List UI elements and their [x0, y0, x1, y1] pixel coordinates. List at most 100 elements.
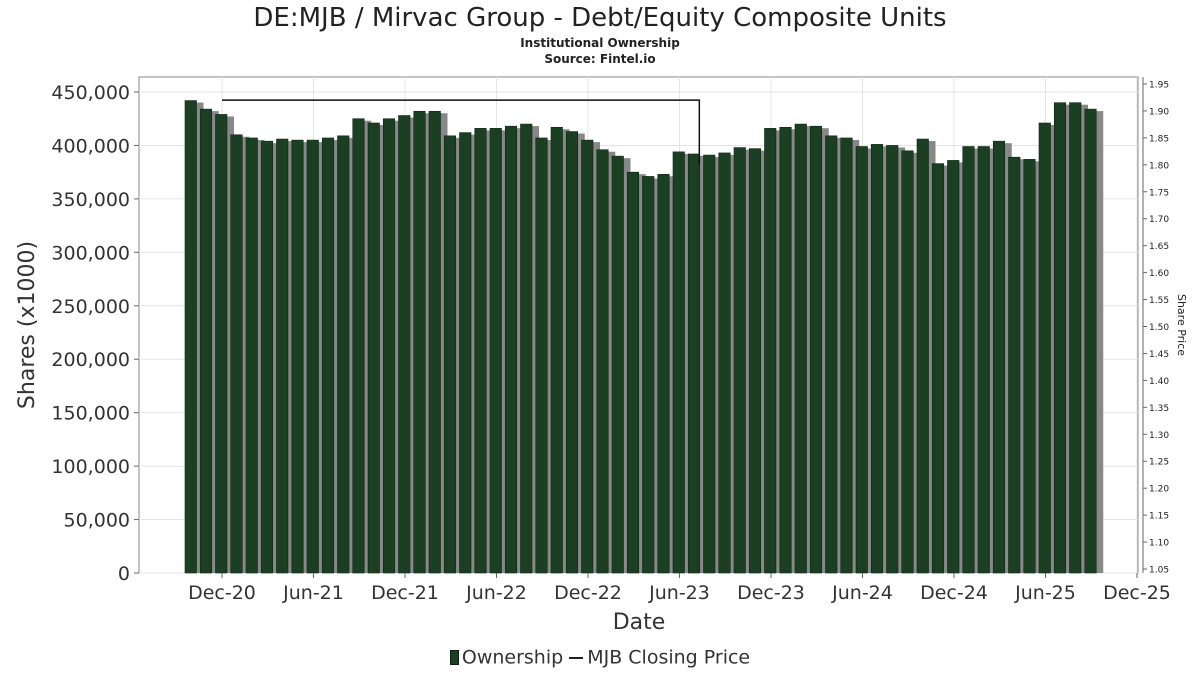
chart-legend: Ownership MJB Closing Price	[0, 646, 1200, 669]
ownership-bar	[474, 128, 487, 574]
y-tick-label: 250,000	[51, 296, 130, 318]
ownership-bar	[840, 137, 853, 574]
x-tick-label: Dec-24	[920, 582, 988, 604]
y2-tick-label: 1.25	[1149, 458, 1169, 468]
ownership-bar-shadow	[1046, 124, 1058, 574]
ownership-bar-shadow	[1091, 111, 1104, 573]
ownership-bar-shadow	[314, 142, 326, 573]
ownership-bar-shadow	[573, 133, 585, 573]
ownership-bar-shadow	[863, 148, 875, 573]
ownership-bar-shadow	[741, 149, 753, 574]
y2-tick-label: 1.15	[1149, 512, 1169, 522]
ownership-bar-shadow	[192, 102, 204, 573]
ownership-bar-shadow	[695, 155, 707, 574]
y2-tick-label: 1.20	[1149, 485, 1169, 495]
ownership-bar	[413, 110, 426, 574]
ownership-bar	[992, 140, 1006, 574]
price-legend-label: MJB Closing Price	[587, 646, 751, 669]
ownership-bar-shadow	[634, 174, 646, 573]
ownership-bar-shadow	[1061, 104, 1073, 573]
ownership-bar-shadow	[344, 137, 356, 573]
ownership-bar	[291, 139, 304, 574]
y2-tick-label: 1.10	[1149, 539, 1169, 549]
ownership-bar-shadow	[1030, 161, 1043, 573]
ownership-bar	[352, 118, 365, 574]
ownership-bar-shadow	[298, 142, 311, 573]
y-tick-label: 350,000	[51, 189, 130, 211]
y-tick-label: 50,000	[64, 510, 130, 532]
ownership-bar	[687, 153, 701, 574]
ownership-bar-shadow	[558, 129, 570, 574]
ownership-bar	[382, 118, 396, 574]
y-tick-label: 150,000	[51, 403, 130, 425]
y-tick-label: 400,000	[51, 135, 130, 157]
ownership-bar-shadow	[375, 124, 387, 574]
ownership-bar	[1038, 122, 1051, 574]
x-tick-label: Dec-22	[554, 582, 622, 604]
y-tick-label: 300,000	[51, 242, 130, 264]
ownership-bar-shadow	[329, 139, 341, 573]
ownership-bar	[733, 147, 746, 574]
ownership-bar-shadow	[908, 152, 921, 574]
ownership-bar-shadow	[527, 126, 539, 574]
ownership-bar-shadow	[649, 178, 661, 574]
ownership-bar-shadow	[1076, 104, 1088, 573]
ownership-bar-shadow	[954, 162, 966, 574]
ownership-bar	[520, 123, 533, 574]
x-tick-label: Jun-21	[282, 582, 344, 604]
ownership-bar-shadow	[359, 120, 372, 573]
x-tick-label: Jun-22	[465, 582, 527, 604]
y2-tick-label: 1.30	[1149, 431, 1169, 441]
ownership-bar-shadow	[512, 128, 524, 573]
ownership-bar	[1053, 102, 1067, 574]
ownership-bar	[1069, 102, 1082, 574]
ownership-bar	[672, 151, 685, 574]
y2-tick-label: 1.55	[1149, 296, 1169, 306]
ownership-bar	[245, 137, 258, 574]
ownership-bar	[855, 146, 868, 574]
ownership-bar	[535, 137, 548, 574]
ownership-bar	[870, 144, 884, 574]
ownership-bar	[337, 135, 350, 574]
ownership-bar	[199, 108, 213, 574]
ownership-bar	[931, 163, 945, 574]
ownership-bar	[459, 132, 472, 574]
y2-tick-label: 1.90	[1149, 107, 1169, 117]
ownership-bar-shadow	[893, 147, 905, 573]
ownership-bar	[581, 139, 594, 574]
ownership-bar	[1023, 159, 1036, 574]
ownership-bar-shadow	[588, 142, 600, 573]
ownership-bar	[794, 123, 807, 574]
ownership-bar-shadow	[481, 130, 494, 573]
ownership-bar	[748, 148, 762, 574]
y2-tick-label: 1.40	[1149, 377, 1169, 387]
ownership-bar	[504, 125, 518, 574]
ownership-bar-shadow	[268, 143, 280, 573]
ownership-bar	[489, 128, 502, 574]
ownership-bar	[428, 110, 441, 574]
ownership-bar	[1084, 108, 1097, 574]
x-tick-label: Dec-20	[188, 582, 256, 604]
ownership-bar-shadow	[237, 136, 250, 573]
y-tick-label: 0	[118, 563, 130, 585]
x-axis-title: Date	[613, 610, 666, 635]
ownership-bar-shadow	[725, 154, 738, 573]
ownership-bar	[642, 176, 655, 574]
ownership-bar-shadow	[786, 129, 799, 574]
ownership-bar	[977, 146, 990, 574]
ownership-bar	[718, 152, 731, 574]
ownership-bar-shadow	[451, 137, 463, 573]
y2-tick-label: 1.35	[1149, 404, 1169, 414]
ownership-bar	[779, 126, 792, 574]
ownership-bar-shadow	[802, 126, 814, 574]
chart-subtitle-source: Source: Fintel.io	[544, 52, 656, 66]
y-tick-label: 100,000	[51, 456, 130, 478]
ownership-bar	[184, 100, 197, 574]
ownership-bar-shadow	[603, 151, 616, 573]
ownership-bar-shadow	[878, 146, 890, 573]
ownership-bar-shadow	[436, 113, 448, 574]
x-tick-label: Dec-25	[1103, 582, 1171, 604]
ownership-bar	[611, 155, 624, 574]
ownership-bar-shadow	[771, 130, 783, 573]
y2-axis-title: Share Price	[1175, 294, 1188, 356]
